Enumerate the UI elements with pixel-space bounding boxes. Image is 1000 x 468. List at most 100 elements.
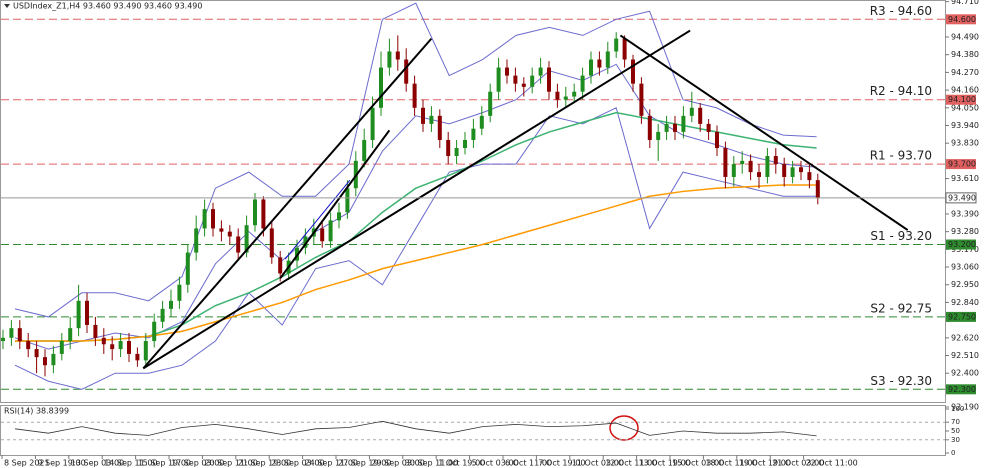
candle-body xyxy=(93,324,98,338)
symbol-marker xyxy=(4,4,10,8)
x-tick-label: 20 Sep 11:00 xyxy=(204,459,257,468)
candle-body xyxy=(614,38,619,52)
candle-body xyxy=(169,300,173,309)
candle-body xyxy=(773,156,778,165)
candle-body xyxy=(328,220,333,242)
candle-body xyxy=(790,167,795,177)
candle-body xyxy=(479,115,484,129)
candle-body xyxy=(731,164,736,177)
candle-body xyxy=(278,257,283,274)
candle-body xyxy=(471,128,476,140)
candle-body xyxy=(345,188,350,213)
level-axis-label: 92.300 xyxy=(948,385,976,394)
candle-body xyxy=(85,300,89,325)
level-axis-label: 94.600 xyxy=(948,15,976,24)
x-tick-label: 1 Oct 19:00 xyxy=(438,459,485,468)
candle-body xyxy=(202,209,207,229)
trendline xyxy=(142,37,433,370)
y-tick-label: 93.940 xyxy=(951,121,979,130)
candle-body xyxy=(656,131,661,140)
rsi-tick-label: 70 xyxy=(951,418,960,426)
candle-body xyxy=(211,209,215,229)
candle-body xyxy=(135,353,140,361)
rsi-tick-label: 100 xyxy=(951,405,964,413)
level-axis-box xyxy=(946,384,976,395)
candle-body xyxy=(421,107,425,124)
x-tick-label: 15 Oct 03:00 xyxy=(672,459,724,468)
highlight-circle xyxy=(609,415,639,441)
candle-body xyxy=(370,107,375,140)
y-tick-label: 93.390 xyxy=(951,209,979,218)
candle-body xyxy=(404,59,409,84)
y-tick-label: 92.840 xyxy=(951,298,979,307)
candle-body xyxy=(563,96,568,100)
candle-body xyxy=(505,67,509,76)
candle-body xyxy=(127,341,131,354)
y-tick-label: 92.400 xyxy=(951,369,979,378)
rsi-tick-label: 30 xyxy=(951,436,960,444)
x-tick-label: 18 Oct 11:00 xyxy=(705,459,757,468)
level-axis-label: 93.200 xyxy=(948,240,976,249)
candle-body xyxy=(194,228,199,253)
level-label: S1 - 93.20 xyxy=(870,229,932,243)
x-tick-label: 21 Sep 19:00 xyxy=(238,459,291,468)
candle-body xyxy=(681,115,686,132)
level-axis-label: 92.750 xyxy=(948,312,976,321)
candle-body xyxy=(68,328,73,342)
y-tick-label: 92.190 xyxy=(951,403,979,412)
candle-body xyxy=(622,38,627,60)
candle-body xyxy=(572,91,577,97)
x-tick-label: 17 Sep 03:00 xyxy=(171,459,224,468)
candle-body xyxy=(110,344,115,350)
indicator-line xyxy=(14,107,817,390)
candle-body xyxy=(320,228,325,242)
level-label: S2 - 92.75 xyxy=(870,301,932,315)
level-label: R3 - 94.60 xyxy=(870,4,932,18)
y-tick-label: 94.270 xyxy=(951,68,979,77)
candle-body xyxy=(387,51,392,68)
candle-body xyxy=(160,308,165,322)
candle-body xyxy=(631,59,635,84)
candle-body xyxy=(1,337,5,342)
candle-body xyxy=(219,228,224,232)
y-tick-label: 93.060 xyxy=(951,263,979,272)
candle-body xyxy=(412,83,417,108)
rsi-title: RSI(14) 38.8399 xyxy=(4,407,69,416)
x-tick-label: 19 Oct 19:00 xyxy=(739,459,791,468)
candle-body xyxy=(463,139,467,148)
candle-body xyxy=(589,59,593,76)
candle-body xyxy=(236,236,241,253)
rsi-tick-label: 0 xyxy=(951,449,955,457)
x-tick-label: 9 Sep 19:00 xyxy=(37,459,85,468)
chart-title: USDIndex_Z1,H4 93.460 93.490 93.460 93.4… xyxy=(13,2,202,11)
y-tick-label: 94.050 xyxy=(951,103,979,112)
candle-body xyxy=(337,212,341,221)
candle-body xyxy=(185,252,190,285)
candle-body xyxy=(51,353,56,366)
candle-body xyxy=(748,160,753,173)
candle-body xyxy=(765,156,770,177)
x-tick-label: 13 Oct 19:00 xyxy=(639,459,691,468)
candle-body xyxy=(597,59,602,68)
candle-body xyxy=(715,131,719,148)
candle-body xyxy=(362,139,367,161)
level-axis-label: 94.100 xyxy=(948,95,976,104)
last-price-box xyxy=(945,192,977,204)
candle-body xyxy=(244,225,249,253)
candle-body xyxy=(437,115,442,140)
y-tick-label: 93.610 xyxy=(951,174,979,183)
x-tick-label: 29 Sep 03:00 xyxy=(371,459,424,468)
candle-body xyxy=(152,321,157,342)
candle-body xyxy=(799,167,803,173)
rsi-pane xyxy=(0,405,946,456)
candle-body xyxy=(59,341,64,354)
trendline xyxy=(142,29,691,370)
candle-body xyxy=(815,180,820,198)
y-tick-label: 94.490 xyxy=(951,33,979,42)
candle-body xyxy=(664,123,669,132)
candle-body xyxy=(43,357,47,366)
level-axis-label: 93.700 xyxy=(948,160,976,169)
candle-body xyxy=(647,115,652,140)
x-tick-label: 23 Sep 03:00 xyxy=(271,459,324,468)
